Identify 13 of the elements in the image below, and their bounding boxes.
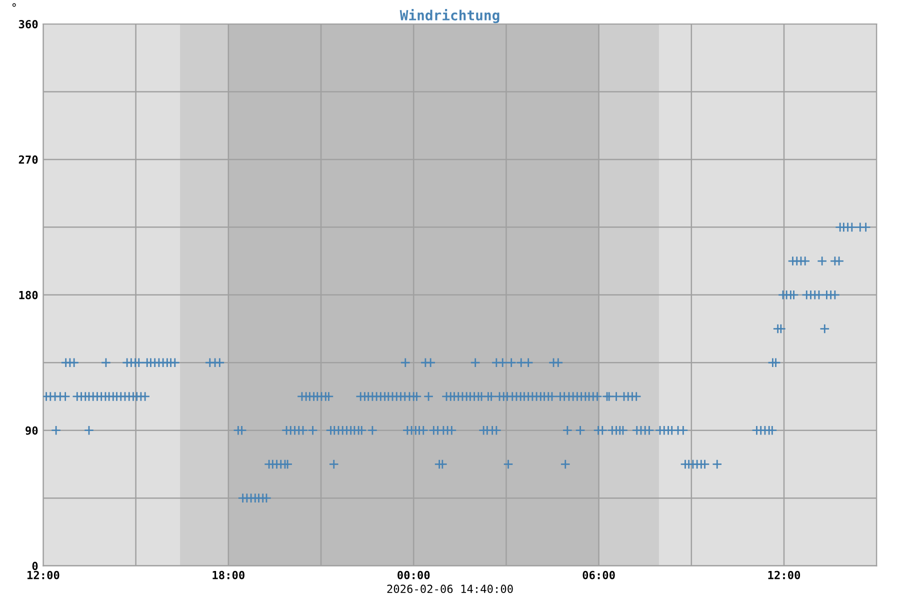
- chart-title: Windrichtung: [400, 8, 500, 24]
- x-tick-label: 06:00: [582, 570, 615, 580]
- text: 2026-02-06 14:40:00: [387, 584, 513, 594]
- y-tick-label: 270: [18, 155, 38, 164]
- y-axis-title: °: [12, 3, 16, 7]
- x-tick-label: 18:00: [212, 570, 244, 580]
- y-tick-label: 0: [32, 562, 38, 570]
- y-tick-label: 90: [26, 426, 38, 435]
- x-tick-label: 12:00: [28, 570, 60, 580]
- x-tick-label: 12:00: [768, 570, 800, 580]
- y-tick-label: 360: [18, 20, 38, 28]
- y-tick-label: 180: [19, 290, 38, 300]
- x-tick-label: 00:00: [398, 570, 430, 580]
